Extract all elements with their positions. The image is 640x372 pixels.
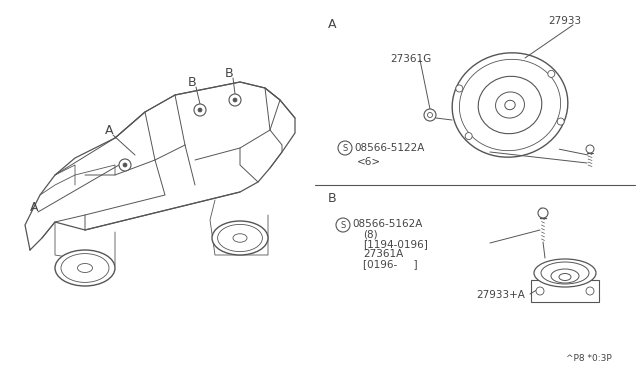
Ellipse shape: [452, 53, 568, 157]
Circle shape: [338, 141, 352, 155]
Text: A: A: [105, 124, 113, 137]
Text: <6>: <6>: [357, 157, 381, 167]
Text: S: S: [340, 221, 346, 230]
Ellipse shape: [55, 250, 115, 286]
Ellipse shape: [478, 76, 542, 134]
Text: 27933+A: 27933+A: [476, 290, 525, 300]
Text: (8): (8): [363, 229, 378, 239]
Circle shape: [586, 287, 594, 295]
Circle shape: [233, 98, 237, 102]
Text: A: A: [328, 18, 337, 31]
Text: 27361G: 27361G: [390, 54, 431, 64]
Ellipse shape: [460, 59, 561, 151]
Ellipse shape: [541, 262, 589, 284]
Circle shape: [538, 208, 548, 218]
Ellipse shape: [505, 100, 515, 110]
Text: 08566-5122A: 08566-5122A: [354, 143, 424, 153]
Circle shape: [536, 287, 544, 295]
Ellipse shape: [559, 273, 571, 280]
Circle shape: [229, 94, 241, 106]
Ellipse shape: [218, 224, 262, 251]
Text: B: B: [328, 192, 337, 205]
Circle shape: [586, 145, 594, 153]
Ellipse shape: [61, 254, 109, 282]
Text: 27933: 27933: [548, 16, 581, 26]
Text: B: B: [225, 67, 234, 80]
Circle shape: [548, 70, 555, 77]
Text: B: B: [188, 76, 196, 89]
Ellipse shape: [495, 92, 524, 118]
Circle shape: [336, 218, 350, 232]
Ellipse shape: [212, 221, 268, 255]
Ellipse shape: [77, 263, 93, 273]
Ellipse shape: [551, 269, 579, 283]
Text: A: A: [30, 201, 38, 214]
Circle shape: [424, 109, 436, 121]
Text: 27361A: 27361A: [363, 249, 403, 259]
Bar: [531, 280, 599, 302]
Circle shape: [123, 163, 127, 167]
Circle shape: [119, 159, 131, 171]
Circle shape: [465, 132, 472, 140]
Text: ^P8 *0:3P: ^P8 *0:3P: [566, 354, 612, 363]
Circle shape: [428, 112, 433, 118]
Circle shape: [456, 85, 463, 92]
Circle shape: [557, 118, 564, 125]
Text: S: S: [342, 144, 348, 153]
Text: [0196-     ]: [0196- ]: [363, 259, 418, 269]
Text: [1194-0196]: [1194-0196]: [363, 239, 428, 249]
Circle shape: [198, 108, 202, 112]
Text: 08566-5162A: 08566-5162A: [352, 219, 422, 229]
Circle shape: [194, 104, 206, 116]
Ellipse shape: [233, 234, 247, 242]
Ellipse shape: [534, 259, 596, 287]
